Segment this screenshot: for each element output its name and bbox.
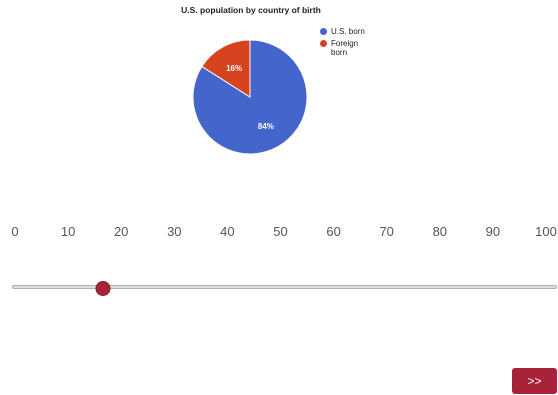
legend-label-us-born: U.S. born xyxy=(331,27,365,36)
legend-label-foreign-born: Foreign born xyxy=(331,39,359,57)
slider-tick-100: 100 xyxy=(535,224,557,239)
pie-chart: 84% 16% xyxy=(192,39,308,155)
slider-tick-30: 30 xyxy=(167,224,182,239)
legend-swatch-us-born xyxy=(320,28,327,35)
legend-swatch-foreign-born xyxy=(320,40,327,47)
next-button[interactable]: >> xyxy=(512,368,557,394)
slider-tick-10: 10 xyxy=(60,224,76,239)
pie-label-foreign-born: 16% xyxy=(226,64,242,73)
slider-tick-20: 20 xyxy=(113,224,129,239)
legend-item-us-born: U.S. born xyxy=(320,27,371,36)
pie-slice-foreign-born xyxy=(201,39,251,98)
slider-handle[interactable] xyxy=(95,281,111,296)
pie-slice-u-s-born xyxy=(192,39,308,155)
slider-tick-60: 60 xyxy=(326,224,341,239)
pie-label-u-s-born: 84% xyxy=(258,122,274,131)
slider-tick-40: 40 xyxy=(220,224,235,239)
legend-item-foreign-born: Foreign born xyxy=(320,39,371,57)
slider-tick-70: 70 xyxy=(379,224,394,239)
chart-title: U.S. population by country of birth xyxy=(181,5,321,15)
slider-track[interactable] xyxy=(12,285,557,289)
slider-tick-80: 80 xyxy=(432,224,448,239)
slider-tick-90: 90 xyxy=(485,224,501,239)
slider-tick-50: 50 xyxy=(273,224,288,239)
slider-scale: 0 10 20 30 40 50 60 70 80 90 100 xyxy=(0,224,558,244)
chart-legend: U.S. born Foreign born xyxy=(320,27,371,60)
slider-tick-0: 0 xyxy=(11,224,19,239)
